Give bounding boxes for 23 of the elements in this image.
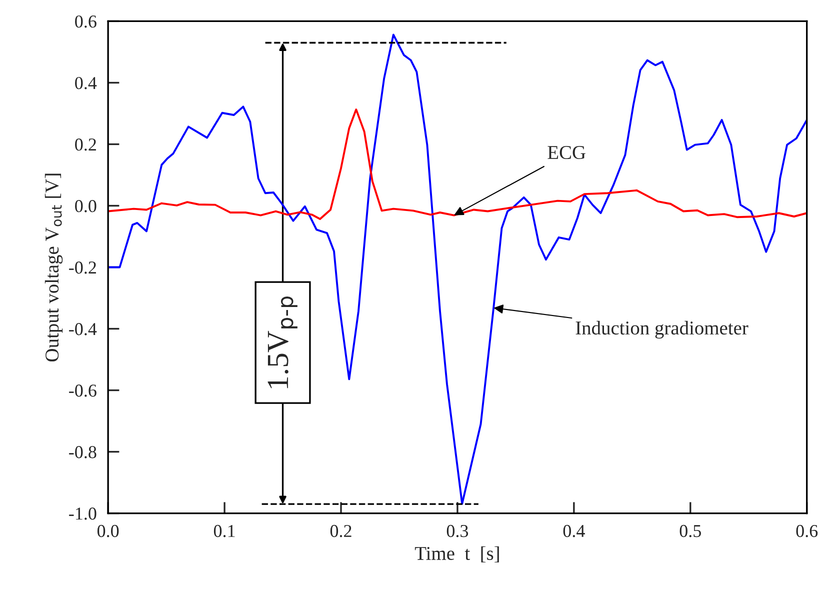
y-tick-label: 0.2 — [75, 138, 96, 151]
x-tick-label: 0.0 — [97, 524, 119, 538]
y-tick-label: 0.4 — [75, 76, 97, 90]
annotation: ECG — [548, 146, 586, 160]
y-axis-title: Output voltage V$_{out}$ [V] — [44, 174, 63, 362]
x-tick-label: 0.4 — [563, 524, 585, 538]
x-tick-label: 0.1 — [214, 524, 235, 538]
annotation: Induction gradiometer — [576, 320, 748, 339]
line-series — [108, 108, 807, 220]
y-tick-label: -1.0 — [69, 508, 96, 520]
y-tick-label: -0.6 — [69, 384, 96, 397]
y-tick-label: 0.6 — [75, 15, 96, 28]
y-tick-label: -0.8 — [69, 446, 96, 458]
y-tick-label: -0.4 — [69, 323, 97, 336]
x-axis-title: Time t [s] — [414, 546, 499, 562]
x-tick-label: 0.3 — [446, 524, 468, 538]
x-tick-label: 0.6 — [796, 524, 818, 538]
x-tick-label: 0.5 — [680, 524, 701, 538]
y-tick-label: 0.0 — [75, 200, 96, 212]
y-tick-label: -0.2 — [69, 262, 96, 274]
annotation: 1.5V$_{p-p}$ — [268, 296, 298, 388]
line-series — [108, 34, 807, 505]
x-tick-label: 0.2 — [330, 524, 352, 538]
